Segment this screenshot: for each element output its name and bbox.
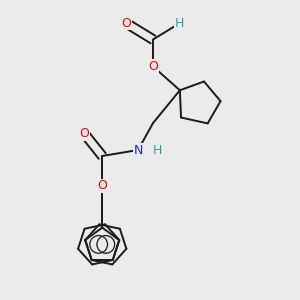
Text: O: O	[121, 16, 131, 30]
Text: O: O	[80, 127, 89, 140]
Text: O: O	[97, 179, 107, 192]
Text: N: N	[134, 143, 143, 157]
Text: H: H	[153, 143, 162, 157]
Text: O: O	[148, 60, 158, 73]
Text: H: H	[175, 16, 184, 30]
